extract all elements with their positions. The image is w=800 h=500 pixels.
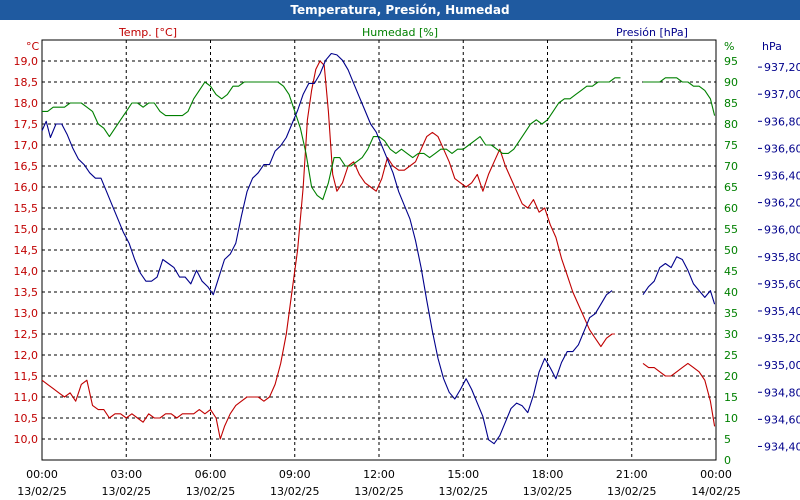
temp-tick-label: 17,5: [14, 118, 39, 131]
legend-hum: Humedad [%]: [362, 26, 438, 39]
x-tick-time: 03:00: [110, 468, 142, 481]
hum-tick-label: 70: [724, 160, 738, 173]
x-tick-time: 12:00: [363, 468, 395, 481]
pres-series-line: [642, 256, 716, 305]
temp-tick-label: 15,0: [14, 223, 39, 236]
x-tick-date: 13/02/25: [523, 485, 572, 498]
pres-tick-label: 936,60: [764, 142, 800, 155]
temp-tick-label: 19,0: [14, 55, 39, 68]
pres-tick-label: 935,20: [764, 332, 800, 345]
x-tick-time: 15:00: [447, 468, 479, 481]
x-tick-date: 13/02/25: [17, 485, 66, 498]
hum-tick-label: 15: [724, 391, 738, 404]
hum-tick-label: 60: [724, 202, 738, 215]
pres-tick-label: 935,00: [764, 359, 800, 372]
hum-tick-label: 10: [724, 412, 738, 425]
hum-tick-label: 30: [724, 328, 738, 341]
legend-pres: Presión [hPa]: [616, 26, 688, 39]
hum-tick-label: 40: [724, 286, 738, 299]
hum-tick-label: 25: [724, 349, 738, 362]
hum-tick-label: 85: [724, 97, 738, 110]
x-tick-date: 13/02/25: [102, 485, 151, 498]
temp-tick-label: 12,5: [14, 328, 39, 341]
hum-tick-label: 20: [724, 370, 738, 383]
axes: 19,0 18,5 18,0 17,5 17,0 16,5 16,0 15,5 15,0 14,5…: [14, 55, 800, 498]
temp-tick-label: 14,0: [14, 265, 39, 278]
hum-tick-label: 0: [724, 454, 731, 467]
x-tick-time: 00:00: [26, 468, 58, 481]
x-tick-date: 13/02/25: [186, 485, 235, 498]
pres-tick-label: 934,80: [764, 386, 800, 399]
pres-tick-label: 936,80: [764, 115, 800, 128]
x-tick-date: 13/02/25: [270, 485, 319, 498]
hum-tick-label: 80: [724, 118, 738, 131]
x-tick-time: 21:00: [616, 468, 648, 481]
temp-tick-label: 10,5: [14, 412, 39, 425]
hum-tick-label: 35: [724, 307, 738, 320]
hum-tick-label: 95: [724, 55, 738, 68]
hum-tick-label: 90: [724, 76, 738, 89]
temp-tick-label: 10,0: [14, 433, 39, 446]
pres-tick-label: 937,00: [764, 88, 800, 101]
hum-series-line: [643, 77, 716, 116]
pres-tick-label: 936,20: [764, 197, 800, 210]
pres-tick-label: 935,80: [764, 251, 800, 264]
temp-tick-label: 13,5: [14, 286, 39, 299]
temp-series-line: [41, 60, 615, 440]
pres-axis-unit: hPa: [762, 40, 782, 53]
hum-tick-label: 45: [724, 265, 738, 278]
temp-tick-label: 16,5: [14, 160, 39, 173]
pres-tick-label: 934,40: [764, 440, 800, 453]
grid-lines: [42, 40, 716, 460]
temp-axis-unit: °C: [26, 40, 40, 53]
pres-tick-label: 936,00: [764, 224, 800, 237]
pres-tick-label: 937,20: [764, 61, 800, 74]
hum-tick-label: 65: [724, 181, 738, 194]
pres-tick-label: 935,60: [764, 278, 800, 291]
hum-tick-label: 75: [724, 139, 738, 152]
chart-title: Temperatura, Presión, Humedad: [0, 0, 800, 20]
temp-tick-label: 12,0: [14, 349, 39, 362]
x-tick-date: 13/02/25: [354, 485, 403, 498]
series-lines: [41, 52, 716, 445]
temp-tick-label: 18,0: [14, 97, 39, 110]
temp-tick-label: 11,0: [14, 391, 39, 404]
x-tick-date: 14/02/25: [691, 485, 740, 498]
x-tick-date: 13/02/25: [439, 485, 488, 498]
hum-tick-label: 50: [724, 244, 738, 257]
temp-tick-label: 11,5: [14, 370, 39, 383]
x-tick-time: 09:00: [279, 468, 311, 481]
legend-temp: Temp. [°C]: [118, 26, 177, 39]
temp-tick-label: 15,5: [14, 202, 39, 215]
hum-axis-unit: %: [724, 40, 734, 53]
hum-series-line: [42, 77, 621, 201]
chart-area: 19,0 18,5 18,0 17,5 17,0 16,5 16,0 15,5 15,0 14,5…: [14, 26, 800, 498]
temp-tick-label: 17,0: [14, 139, 39, 152]
temp-tick-label: 13,0: [14, 307, 39, 320]
temp-tick-label: 18,5: [14, 76, 39, 89]
temp-series-line: [642, 362, 716, 427]
hum-tick-label: 5: [724, 433, 731, 446]
temp-tick-label: 16,0: [14, 181, 39, 194]
pres-tick-label: 935,40: [764, 305, 800, 318]
pres-tick-label: 936,40: [764, 169, 800, 182]
x-tick-time: 00:00: [700, 468, 732, 481]
x-tick-time: 18:00: [532, 468, 564, 481]
pres-tick-label: 934,60: [764, 413, 800, 426]
hum-tick-label: 55: [724, 223, 738, 236]
temp-tick-label: 14,5: [14, 244, 39, 257]
x-tick-time: 06:00: [195, 468, 227, 481]
pres-series-line: [41, 52, 613, 445]
x-tick-date: 13/02/25: [607, 485, 656, 498]
